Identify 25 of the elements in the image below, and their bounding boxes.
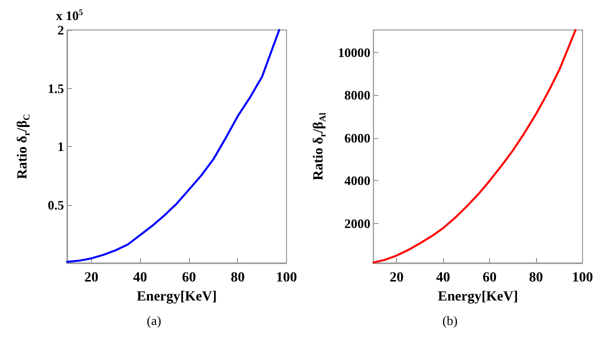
y-axis-title: Ratio δr/βC: [16, 114, 32, 180]
x-tick-label: 60: [182, 270, 196, 286]
y-tick-label: 1.5: [48, 80, 64, 96]
y-tick-label: 8000: [344, 88, 370, 103]
x-tick-label: 40: [436, 270, 450, 286]
x-tick-label: 80: [230, 270, 245, 286]
y-tick-label: 6000: [344, 130, 370, 146]
y-tick-label: 1: [58, 139, 64, 154]
x-tick-label: 100: [276, 270, 297, 286]
x-axis-title: Energy[KeV]: [438, 289, 518, 304]
x-tick-label: 40: [133, 270, 148, 286]
y-tick-label: 2: [58, 22, 64, 38]
x-tick-label: 20: [390, 270, 404, 286]
y-tick-label: 4000: [344, 173, 370, 188]
text: (a): [146, 313, 162, 328]
y-tick-label: 0.5: [48, 197, 64, 212]
text: (b): [442, 313, 458, 328]
y-axis-title: Ratio δr/βAl: [312, 112, 328, 180]
x-tick-label: 80: [529, 270, 544, 286]
y-tick-label: 2000: [344, 216, 370, 231]
x-tick-label: 60: [482, 270, 497, 286]
x-tick-label: 100: [572, 270, 593, 286]
y-tick-label: 10000: [338, 44, 370, 60]
x-tick-label: 20: [84, 270, 98, 286]
x-axis-title: Energy[KeV]: [136, 289, 217, 304]
